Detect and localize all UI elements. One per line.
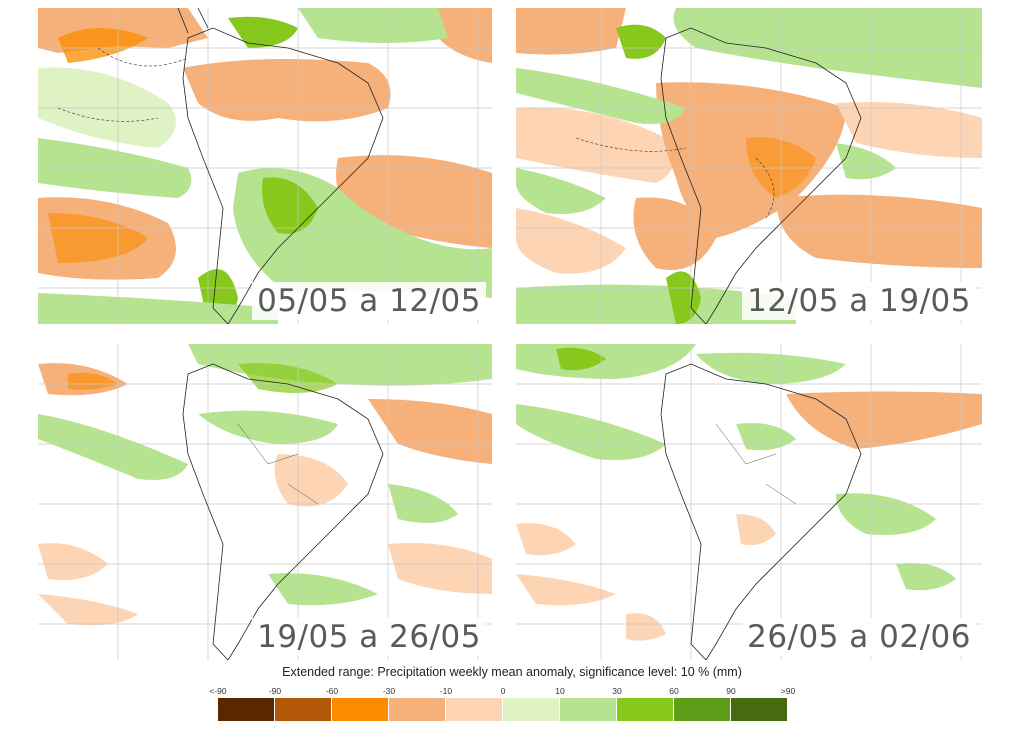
week-label: 12/05 a 19/05 bbox=[742, 282, 976, 320]
legend-tick-label: -10 bbox=[439, 686, 453, 696]
figure-caption: Extended range: Precipitation weekly mea… bbox=[282, 665, 742, 679]
legend-tick-label: 0 bbox=[500, 686, 506, 696]
map-panel-4: 26/05 a 02/06 bbox=[516, 344, 982, 660]
legend-tick-label: 90 bbox=[726, 686, 736, 696]
anomaly-map-3 bbox=[38, 344, 492, 660]
legend-tick-label: 30 bbox=[612, 686, 622, 696]
anomaly-map-1 bbox=[38, 8, 492, 324]
week-label: 19/05 a 26/05 bbox=[252, 618, 486, 656]
legend-swatch bbox=[275, 698, 332, 721]
legend-tick-label: <-90 bbox=[209, 686, 227, 696]
legend-swatch bbox=[332, 698, 389, 721]
anomaly-map-4 bbox=[516, 344, 982, 660]
legend-tick-label: 60 bbox=[669, 686, 679, 696]
week-label: 05/05 a 12/05 bbox=[252, 282, 486, 320]
legend-tick-label: -60 bbox=[325, 686, 339, 696]
legend-tick-label: 10 bbox=[555, 686, 565, 696]
map-panel-1: 05/05 a 12/05 bbox=[38, 8, 492, 324]
anomaly-map-2 bbox=[516, 8, 982, 324]
color-legend: <-90 -90 -60 -30 -10 0 10 30 60 90 >90 bbox=[209, 686, 795, 724]
legend-swatch bbox=[560, 698, 617, 721]
legend-swatch bbox=[617, 698, 674, 721]
week-label: 26/05 a 02/06 bbox=[742, 618, 976, 656]
legend-tick-label: >90 bbox=[780, 686, 796, 696]
legend-swatch bbox=[731, 698, 788, 721]
legend-swatch bbox=[389, 698, 446, 721]
legend-tick-label: -30 bbox=[382, 686, 396, 696]
map-panel-2: 12/05 a 19/05 bbox=[516, 8, 982, 324]
legend-swatch bbox=[446, 698, 503, 721]
legend-swatch bbox=[503, 698, 560, 721]
legend-tick-label: -90 bbox=[268, 686, 282, 696]
map-panel-3: 19/05 a 26/05 bbox=[38, 344, 492, 660]
legend-swatch bbox=[218, 698, 275, 721]
legend-swatch bbox=[674, 698, 731, 721]
